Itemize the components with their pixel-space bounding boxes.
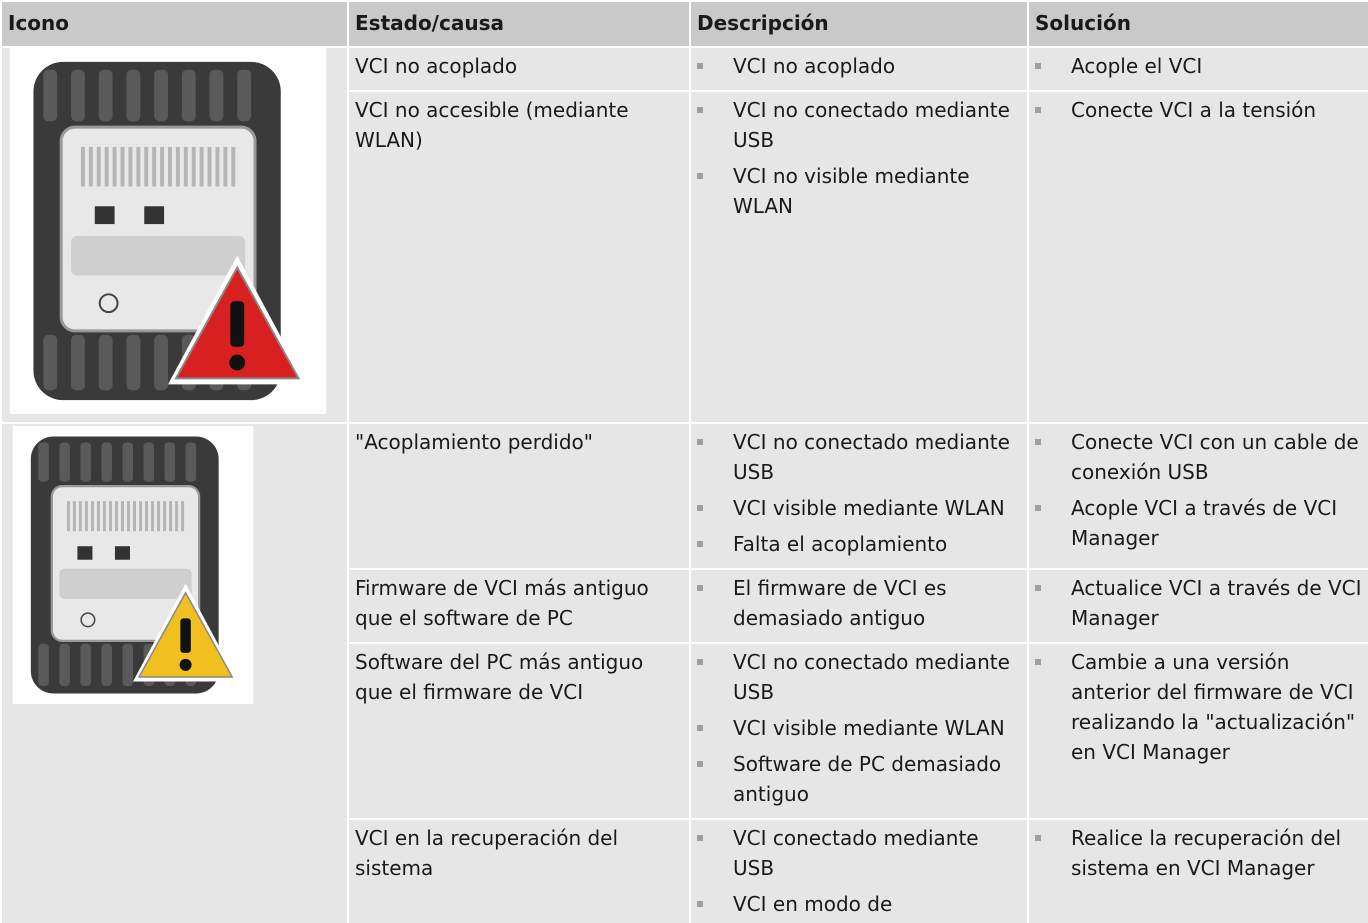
- bullet-list: VCI no conectado mediante USB VCI no visi…: [697, 95, 1021, 221]
- status-cause: "Acoplamiento perdido": [347, 422, 691, 570]
- bullet-list: Conecte VCI con un cable de conexión USB…: [1035, 427, 1362, 553]
- table-row: VCI no accesible (mediante WLAN) VCI no c…: [1, 90, 1368, 424]
- table-row: VCI en la recuperación del sistema VCI co…: [1, 818, 1368, 923]
- bullet-item: VCI en modo de recuperación del sistema: [697, 889, 1021, 923]
- status-cause: VCI no accesible (mediante WLAN): [347, 90, 691, 424]
- bullet-list: Realice la recuperación del sistema en V…: [1035, 823, 1362, 883]
- table-row: "Acoplamiento perdido" VCI no conectado m…: [0, 422, 1368, 923]
- column-header: Estado/causa: [347, 0, 691, 48]
- bullet-list: VCI no conectado mediante USB VCI visible…: [697, 647, 1021, 809]
- icon-cell: [0, 46, 349, 424]
- bullet-list: VCI no acoplado: [697, 51, 1021, 81]
- status-cause: VCI en la recuperación del sistema: [347, 818, 691, 923]
- bullet-item: VCI no conectado mediante USB: [697, 95, 1021, 155]
- bullet-item: Realice la recuperación del sistema en V…: [1035, 823, 1362, 883]
- bullet-item: VCI visible mediante WLAN: [697, 493, 1021, 523]
- bullet-item: Acople el VCI: [1035, 51, 1362, 81]
- solution: Cambie a una versión anterior del firmwa…: [1027, 642, 1368, 820]
- bullet-list: Conecte VCI a la tensión: [1035, 95, 1362, 125]
- bullet-item: Software de PC demasiado antiguo: [697, 749, 1021, 809]
- bullet-item: Acople VCI a través de VCI Manager: [1035, 493, 1362, 553]
- column-header: Solución: [1027, 0, 1368, 48]
- bullet-item: Actualice VCI a través de VCI Manager: [1035, 573, 1362, 633]
- bullet-list: Acople el VCI: [1035, 51, 1362, 81]
- bullet-item: VCI no conectado mediante USB: [697, 427, 1021, 487]
- header-row: Icono Estado/causa Descripción Solución: [0, 0, 1368, 48]
- bullet-item: Conecte VCI a la tensión: [1035, 95, 1362, 125]
- column-header: Icono: [0, 0, 349, 48]
- description: VCI no conectado mediante USB VCI visible…: [689, 642, 1029, 820]
- bullet-item: VCI conectado mediante USB: [697, 823, 1021, 883]
- status-cause: Firmware de VCI más antiguo que el softw…: [347, 568, 691, 644]
- status-cause: VCI no acoplado: [347, 46, 691, 92]
- bullet-item: El firmware de VCI es demasiado antiguo: [697, 573, 1021, 633]
- table-row: Software del PC más antiguo que el firmw…: [1, 642, 1368, 820]
- description: VCI conectado mediante USB VCI en modo de…: [689, 818, 1029, 923]
- bullet-list: VCI conectado mediante USB VCI en modo de…: [697, 823, 1021, 923]
- bullet-item: VCI no conectado mediante USB: [697, 647, 1021, 707]
- solution: Acople el VCI: [1027, 46, 1368, 92]
- description: El firmware de VCI es demasiado antiguo: [689, 568, 1029, 644]
- description: VCI no conectado mediante USB VCI no visi…: [689, 90, 1029, 424]
- solution: Realice la recuperación del sistema en V…: [1027, 818, 1368, 923]
- status-cause: Software del PC más antiguo que el firmw…: [347, 642, 691, 820]
- table-row: Firmware de VCI más antiguo que el softw…: [1, 568, 1368, 644]
- bullet-list: El firmware de VCI es demasiado antiguo: [697, 573, 1021, 633]
- vci-icon: [12, 426, 254, 704]
- solution: Actualice VCI a través de VCI Manager: [1027, 568, 1368, 644]
- bullet-item: Cambie a una versión anterior del firmwa…: [1035, 647, 1362, 767]
- bullet-item: Falta el acoplamiento: [697, 529, 1021, 559]
- description: VCI no conectado mediante USB VCI visible…: [689, 422, 1029, 570]
- icon-cell: [0, 422, 349, 923]
- table-row: VCI no acoplado VCI no acoplado Acople el …: [0, 46, 1368, 424]
- bullet-list: VCI no conectado mediante USB VCI visible…: [697, 427, 1021, 559]
- bullet-list: Actualice VCI a través de VCI Manager: [1035, 573, 1362, 633]
- description: VCI no acoplado: [689, 46, 1029, 92]
- vci-icon: [9, 49, 327, 414]
- solution: Conecte VCI con un cable de conexión USB…: [1027, 422, 1368, 570]
- table-body: VCI no acoplado VCI no acoplado Acople el …: [0, 46, 1368, 923]
- column-header: Descripción: [689, 0, 1029, 48]
- solution: Conecte VCI a la tensión: [1027, 90, 1368, 424]
- bullet-item: VCI no visible mediante WLAN: [697, 161, 1021, 221]
- bullet-item: VCI no acoplado: [697, 51, 1021, 81]
- bullet-list: Cambie a una versión anterior del firmwa…: [1035, 647, 1362, 767]
- bullet-item: VCI visible mediante WLAN: [697, 713, 1021, 743]
- bullet-item: Conecte VCI con un cable de conexión USB: [1035, 427, 1362, 487]
